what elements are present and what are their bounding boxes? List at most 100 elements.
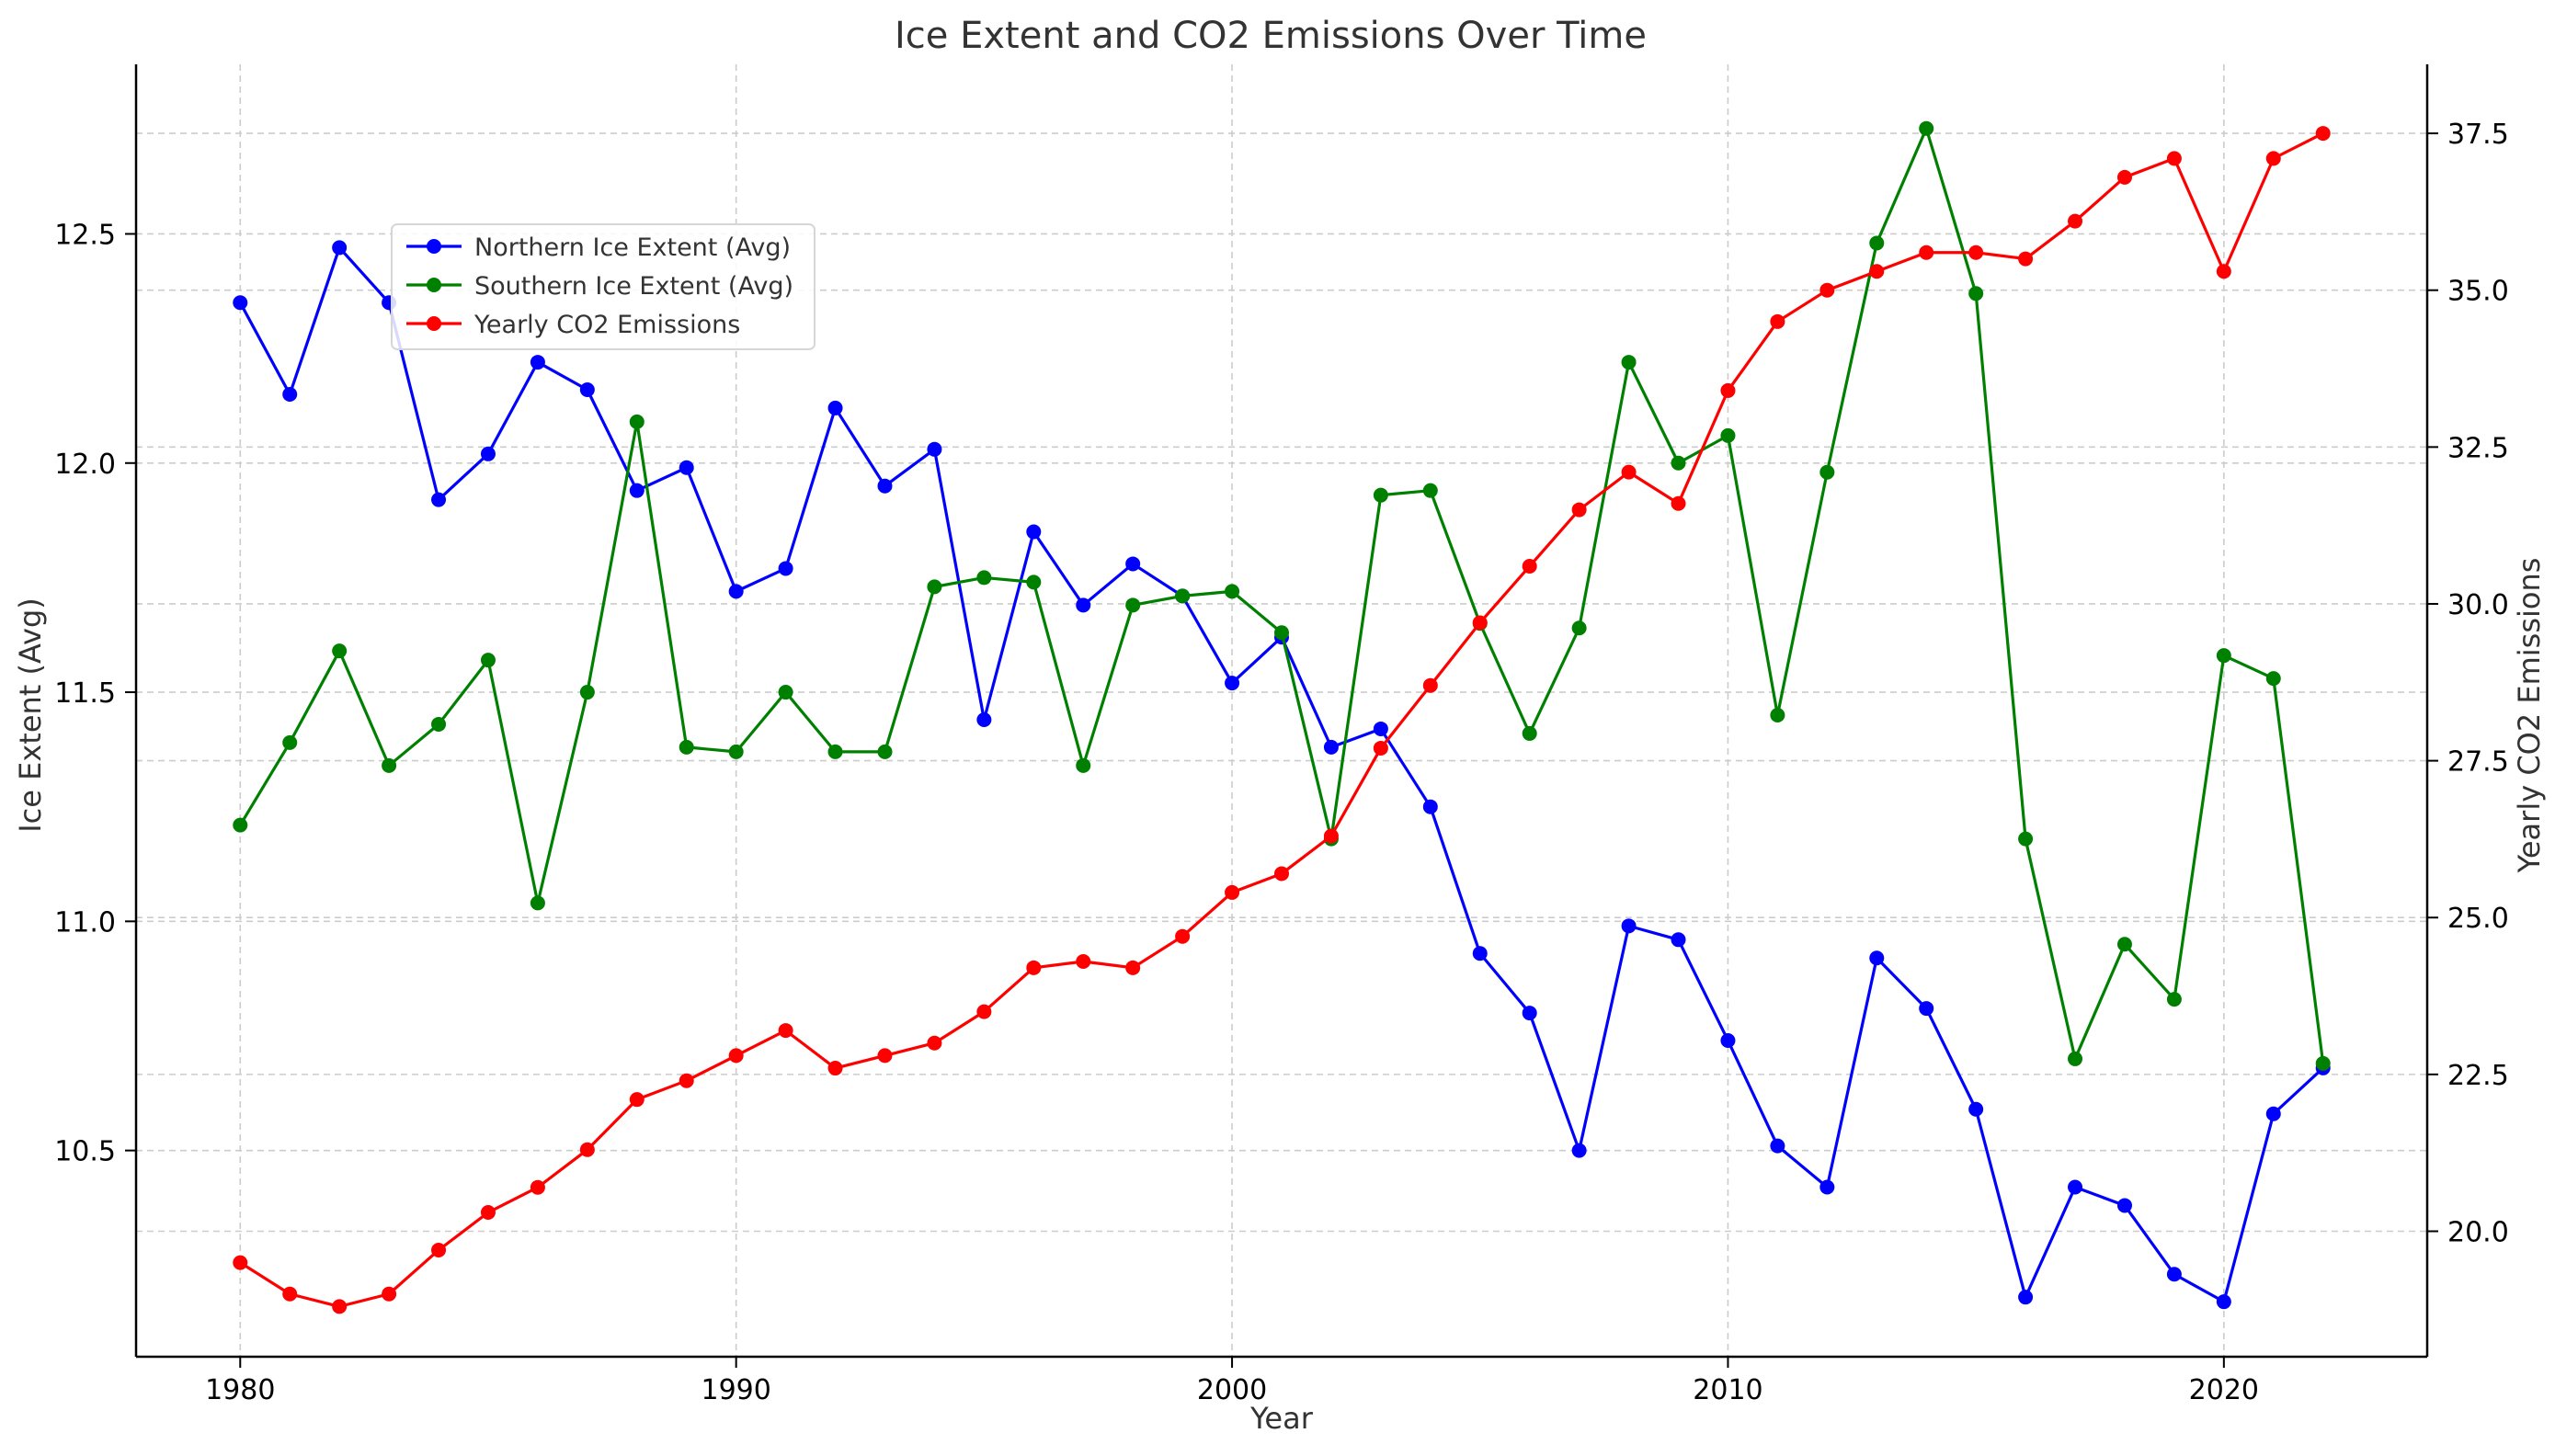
data-point (927, 579, 942, 595)
data-point (1225, 884, 1240, 900)
data-point (1274, 866, 1289, 882)
data-point (2116, 169, 2132, 185)
x-tick-label: 1990 (701, 1374, 770, 1406)
data-point (778, 1023, 793, 1039)
data-point (1323, 828, 1339, 844)
data-point (1076, 954, 1091, 970)
data-point (1373, 487, 1388, 503)
data-point (579, 1142, 595, 1157)
y-tick-label-left: 11.0 (54, 906, 116, 938)
data-point (332, 1299, 348, 1314)
data-point (233, 295, 248, 311)
data-point (1571, 620, 1587, 636)
data-point (877, 478, 893, 494)
y-tick-label-left: 12.5 (54, 219, 116, 251)
data-point (1422, 483, 1438, 498)
legend: Northern Ice Extent (Avg) Southern Ice Ex… (391, 223, 816, 350)
data-point (1671, 495, 1686, 511)
data-point (1422, 799, 1438, 814)
data-point (530, 355, 545, 370)
data-point (1869, 950, 1885, 966)
data-point (233, 1255, 248, 1270)
data-point (1869, 264, 1885, 279)
data-point (2068, 1051, 2083, 1066)
data-point (1671, 455, 1686, 471)
data-point (1919, 245, 1934, 260)
chart-title: Ice Extent and CO2 Emissions Over Time (895, 15, 1647, 57)
data-point (1819, 1179, 1835, 1195)
data-point (2265, 1106, 2281, 1121)
x-axis-label: Year (1249, 1401, 1314, 1436)
series-1 (233, 120, 2331, 1071)
data-point (2018, 251, 2034, 267)
data-point (282, 734, 298, 750)
y-tick-label-left: 11.5 (54, 677, 116, 710)
data-point (1373, 721, 1388, 736)
data-point (1968, 245, 1984, 260)
data-point (1274, 625, 1289, 641)
data-point (431, 492, 447, 507)
x-tick-label: 2000 (1197, 1374, 1267, 1406)
series-2 (233, 126, 2331, 1314)
data-point (778, 561, 793, 576)
data-point (2166, 992, 2182, 1007)
data-point (728, 1048, 744, 1064)
data-point (2315, 126, 2331, 142)
data-point (679, 460, 694, 475)
data-point (2166, 1267, 2182, 1282)
data-point (1422, 677, 1438, 693)
data-point (1175, 928, 1191, 944)
y-tick-label-right: 25.0 (2447, 903, 2509, 935)
data-point (1472, 615, 1488, 631)
data-point (827, 744, 843, 759)
y-axis-label-left: Ice Extent (Avg) (13, 597, 48, 833)
data-point (629, 1092, 644, 1108)
data-point (629, 483, 644, 498)
data-point (530, 1179, 545, 1195)
x-tick-label: 2020 (2189, 1374, 2259, 1406)
data-point (1472, 946, 1488, 961)
data-point (2068, 213, 2083, 229)
legend-label: Southern Ice Extent (Avg) (474, 272, 793, 301)
y-tick-label-left: 10.5 (54, 1136, 116, 1168)
data-point (927, 441, 942, 457)
y-tick-label-right: 27.5 (2447, 746, 2509, 779)
data-point (679, 1073, 694, 1088)
data-point (1026, 574, 1042, 590)
data-point (2116, 937, 2132, 952)
data-point (579, 381, 595, 397)
data-point (1076, 597, 1091, 613)
data-point (778, 685, 793, 700)
data-point (1076, 757, 1091, 773)
legend-marker (427, 316, 441, 331)
data-point (431, 716, 447, 732)
data-point (282, 1286, 298, 1302)
axes: 1980 1990 2000 2010 2020 10.5 11.0 11.5 12.0 12.5… (54, 64, 2509, 1406)
legend-marker (427, 278, 441, 292)
data-point (2265, 671, 2281, 687)
data-point (1225, 584, 1240, 599)
data-point (332, 643, 348, 659)
data-point (2216, 1294, 2231, 1310)
data-point (1026, 524, 1042, 540)
data-point (1919, 1001, 1934, 1017)
y-tick-label-right: 32.5 (2447, 432, 2509, 464)
data-point (1720, 1032, 1736, 1048)
data-point (2166, 151, 2182, 166)
data-point (1819, 282, 1835, 298)
data-point (976, 1004, 992, 1019)
data-point (1968, 1101, 1984, 1117)
data-point (1919, 120, 1934, 136)
data-point (976, 570, 992, 586)
data-point (1621, 464, 1637, 480)
data-point (480, 446, 496, 461)
data-point (1571, 1143, 1587, 1158)
data-point (1720, 382, 1736, 398)
data-point (1968, 286, 1984, 301)
data-point (976, 711, 992, 727)
data-point (480, 1205, 496, 1221)
x-tick-label: 1980 (205, 1374, 275, 1406)
y-tick-label-right: 30.0 (2447, 589, 2509, 621)
data-point (1026, 960, 1042, 975)
